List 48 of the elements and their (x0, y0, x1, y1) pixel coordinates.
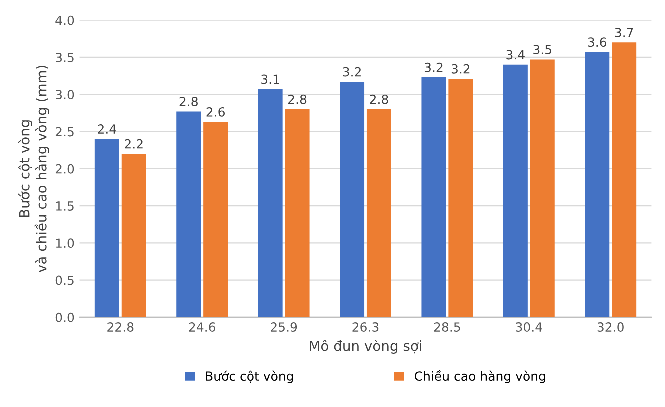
bar (340, 82, 365, 318)
bar (258, 89, 283, 318)
bar (204, 122, 228, 318)
legend-label: Bước cột vòng (206, 370, 294, 384)
data-label: 2.8 (288, 94, 307, 104)
data-label: 2.6 (206, 107, 225, 117)
data-label: 3.7 (615, 28, 634, 38)
text: 1.5 (56, 202, 74, 211)
y-axis-title: Bước cột vòng và chiều cao hàng vòng (mm) (18, 66, 50, 273)
text: 0.0 (56, 312, 74, 322)
x-tick-label: 32.0 (598, 322, 624, 332)
bar (530, 60, 555, 318)
x-tick-label: 30.4 (516, 322, 542, 332)
data-label: 3.1 (262, 74, 280, 84)
data-label: 3.2 (424, 62, 443, 72)
text: 3.5 (56, 52, 74, 62)
data-label: 2.2 (125, 139, 143, 149)
bar (612, 42, 637, 318)
legend-label: Chiều cao hàng vòng (415, 370, 546, 384)
text: 3.0 (56, 90, 74, 100)
bar (448, 79, 474, 318)
bar (285, 109, 310, 318)
x-tick-label: 28.5 (434, 322, 460, 332)
data-label: 3.2 (343, 67, 361, 77)
data-label: 2.4 (98, 124, 116, 134)
bar (94, 139, 120, 318)
text: 2.5 (56, 127, 74, 137)
text: 1.0 (56, 238, 74, 248)
data-label: 3.5 (534, 45, 552, 55)
data-label: 3.6 (588, 38, 607, 48)
data-label: 2.8 (180, 97, 198, 107)
x-tick-label: 22.8 (108, 322, 134, 332)
bar (122, 154, 146, 318)
x-tick-label: 25.9 (271, 322, 298, 332)
bar (585, 52, 610, 318)
data-label: 3.4 (506, 50, 525, 60)
x-axis-title: Mô đun vòng sợi (310, 340, 422, 354)
data-label: 2.8 (370, 94, 388, 104)
text: 4.0 (56, 16, 74, 26)
data-label: 3.2 (452, 64, 470, 74)
text: 0.5 (56, 276, 74, 286)
bar (366, 109, 392, 318)
bar (422, 78, 446, 318)
x-tick-label: 26.3 (352, 322, 379, 332)
x-tick-label: 24.6 (189, 322, 216, 332)
bar (503, 64, 528, 318)
bar (176, 112, 202, 318)
text: 2.0 (56, 164, 74, 174)
